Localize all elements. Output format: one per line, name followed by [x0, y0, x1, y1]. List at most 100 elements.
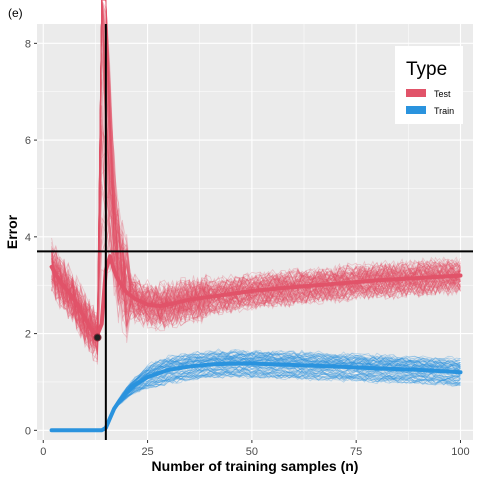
y-axis: 0 2 4 6 8: [25, 38, 37, 437]
train-replicate-line: [105, 371, 461, 429]
test-replicate-line: [51, 0, 461, 343]
test-replicate-line: [51, 0, 461, 351]
y-axis-title: Error: [4, 214, 20, 249]
train-replicate-line: [105, 356, 461, 429]
train-replicate-line: [105, 369, 461, 429]
train-replicate-line: [105, 372, 461, 429]
train-replicate-line: [105, 372, 461, 429]
test-replicate-line: [51, 130, 461, 342]
train-replicate-line: [105, 358, 461, 429]
train-replicate-line: [105, 349, 461, 429]
train-replicate-line: [105, 348, 461, 429]
test-replicate-line: [51, 239, 461, 352]
test-replicate-line: [51, 0, 461, 336]
legend: Type Test Train: [395, 46, 463, 124]
test-replicate-line: [51, 0, 461, 338]
train-replicate-line: [105, 366, 461, 429]
train-replicate-line: [105, 353, 461, 429]
mean-line-train: [49, 361, 463, 433]
train-replicate-line: [105, 365, 461, 429]
train-replicate-line: [105, 367, 461, 429]
test-replicate-line: [51, 19, 461, 347]
train-replicate-line: [105, 366, 461, 429]
test-replicate-line: [51, 0, 461, 361]
train-replicate-line: [105, 349, 461, 429]
y-tick-label: 6: [25, 135, 31, 147]
test-replicate-line: [51, 0, 461, 344]
train-replicate-line: [105, 368, 461, 429]
panel-tag: (e): [8, 6, 23, 20]
grid-major: [37, 24, 473, 440]
train-replicate-line: [105, 352, 461, 429]
test-replicate-line: [51, 53, 461, 347]
test-replicate-line: [51, 0, 461, 342]
train-replicate-line: [105, 369, 461, 429]
test-replicate-line: [51, 104, 461, 354]
test-replicate-line: [51, 0, 461, 336]
test-replicate-line: [51, 0, 461, 334]
x-tick-label: 75: [350, 446, 362, 458]
train-replicate-line: [105, 350, 461, 429]
train-replicate-line: [105, 368, 461, 429]
y-tick-label: 4: [25, 232, 31, 244]
test-replicate-line: [51, 0, 461, 355]
train-replicate-line: [105, 372, 461, 429]
test-replicate-line: [51, 151, 461, 332]
test-replicate-line: [51, 6, 461, 363]
test-replicate-line: [51, 0, 461, 342]
test-replicate-line: [51, 0, 461, 343]
test-replicate-line: [51, 47, 461, 344]
test-replicate-line: [51, 225, 461, 341]
test-replicate-line: [51, 0, 461, 344]
test-replicate-line: [51, 196, 461, 330]
train-replicate-line: [105, 351, 461, 429]
test-replicate-line: [51, 0, 461, 337]
test-replicate-line: [51, 0, 461, 351]
train-replicate-line: [105, 355, 461, 429]
test-replicate-line: [51, 0, 461, 343]
test-replicate-line: [51, 0, 461, 352]
train-replicate-line: [105, 356, 461, 429]
x-axis-title: Number of training samples (n): [152, 458, 359, 474]
train-replicate-line: [105, 368, 461, 429]
test-replicate-line: [51, 0, 461, 344]
test-replicate-line: [51, 106, 461, 331]
test-replicate-line: [51, 130, 461, 345]
train-replicate-line: [105, 354, 461, 429]
minimum-point-marker: [93, 333, 102, 342]
train-replicate-line: [105, 350, 461, 429]
test-replicate-line: [51, 0, 461, 338]
train-replicate-line: [105, 354, 461, 429]
train-replicate-line: [105, 364, 461, 429]
train-replicate-line: [105, 353, 461, 429]
train-replicate-line: [105, 370, 461, 429]
test-replicate-line: [51, 0, 461, 342]
train-replicate-line: [105, 365, 461, 429]
test-replicate-line: [51, 79, 461, 349]
test-replicate-line: [51, 52, 461, 342]
test-replicate-line: [51, 0, 461, 329]
train-replicate-line: [105, 369, 461, 429]
legend-swatch-test: [406, 89, 426, 97]
train-replicate-line: [105, 365, 461, 429]
train-replicate-line: [105, 353, 461, 429]
mean-lines: [49, 254, 463, 433]
train-replicate-line: [105, 355, 461, 429]
train-replicate-line: [105, 371, 461, 429]
train-replicate-line: [105, 350, 461, 429]
train-replicate-line: [105, 369, 461, 429]
train-replicate-line: [105, 351, 461, 429]
legend-swatch-train: [406, 106, 426, 114]
train-replicate-line: [105, 355, 461, 429]
train-replicate-line: [105, 357, 461, 429]
test-replicate-line: [51, 250, 461, 350]
test-replicate-line: [51, 0, 461, 345]
test-replicate-line: [51, 167, 461, 349]
train-replicate-line: [105, 356, 461, 429]
legend-label-train: Train: [434, 106, 454, 116]
x-tick-label: 0: [40, 446, 46, 458]
x-tick-label: 25: [141, 446, 153, 458]
test-replicate-line: [51, 0, 461, 349]
highlight-group: [93, 333, 102, 342]
